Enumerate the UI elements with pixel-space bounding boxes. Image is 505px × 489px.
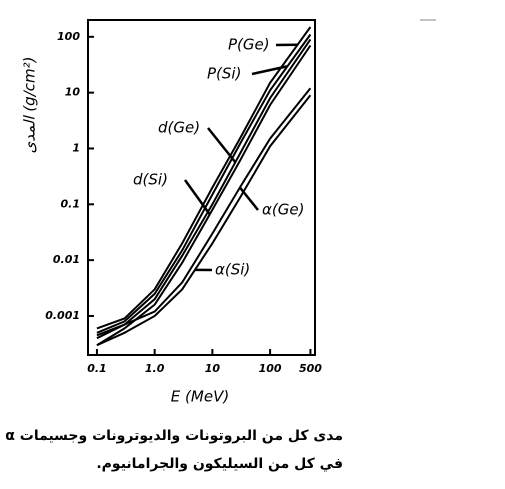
x-tick-label: 0.1 — [87, 362, 107, 375]
y-tick-label: 100 — [57, 30, 80, 43]
label-arrow — [251, 65, 288, 76]
x-tick-label: 1.0 — [145, 362, 165, 375]
y-tick-label: 0.001 — [45, 309, 80, 322]
y-tick-label: 10 — [65, 86, 81, 99]
series-line — [96, 87, 312, 337]
y-tick-label: 1 — [72, 141, 80, 154]
y-tick-label: 0.1 — [61, 197, 81, 210]
series-label: α(Ge) — [262, 201, 304, 219]
series-label: d(Ge) — [158, 119, 200, 137]
label-arrow — [207, 127, 237, 164]
series-line — [96, 33, 312, 334]
series-label: α(Si) — [215, 261, 250, 279]
series-label: d(Si) — [133, 171, 168, 189]
series-line — [96, 94, 312, 347]
series-line — [96, 44, 312, 347]
series-line — [96, 38, 312, 340]
x-tick-label: 10 — [205, 362, 221, 375]
plot-frame — [87, 19, 316, 356]
x-tick-label: 500 — [299, 362, 322, 375]
series-line — [96, 26, 312, 330]
label-arrow — [238, 186, 259, 211]
caption-line: في كل من السيليكون والجرامانيوم. — [96, 456, 343, 472]
series-label: P(Ge) — [228, 36, 270, 54]
series-label: P(Si) — [207, 65, 241, 83]
x-axis-label: E (MeV) — [171, 388, 229, 406]
caption-line: مدى كل من البروتونات والديوترونات وجسيما… — [5, 428, 343, 444]
y-tick-label: 0.01 — [53, 253, 80, 266]
y-axis-label: المدى (g/cm²) — [21, 57, 39, 154]
label-arrow — [183, 179, 211, 216]
x-tick-label: 100 — [259, 362, 282, 375]
